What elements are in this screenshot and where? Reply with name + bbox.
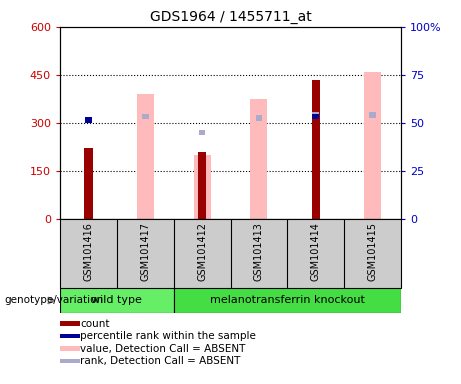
Bar [198, 152, 207, 219]
Text: percentile rank within the sample: percentile rank within the sample [80, 331, 256, 341]
Bar [60, 334, 80, 338]
Text: wild type: wild type [91, 295, 142, 306]
Bar [369, 112, 376, 118]
Bar [136, 94, 154, 219]
Bar [364, 72, 381, 219]
Text: GSM101413: GSM101413 [254, 222, 264, 281]
Bar [194, 155, 211, 219]
Text: GSM101416: GSM101416 [83, 222, 94, 281]
Bar [84, 149, 93, 219]
Bar [313, 114, 319, 119]
Title: GDS1964 / 1455711_at: GDS1964 / 1455711_at [150, 10, 311, 25]
Text: value, Detection Call = ABSENT: value, Detection Call = ABSENT [80, 344, 246, 354]
Text: melanotransferrin knockout: melanotransferrin knockout [210, 295, 365, 306]
Bar [250, 99, 267, 219]
Bar [255, 115, 262, 121]
Bar [142, 114, 148, 119]
Bar [60, 346, 80, 351]
Text: GSM101412: GSM101412 [197, 222, 207, 281]
Text: count: count [80, 319, 110, 329]
Text: genotype/variation: genotype/variation [5, 295, 104, 306]
Text: GSM101415: GSM101415 [367, 222, 378, 281]
Bar [174, 288, 401, 313]
Bar [60, 359, 80, 363]
Bar [312, 79, 320, 219]
Text: GSM101414: GSM101414 [311, 222, 321, 281]
Bar [60, 288, 174, 313]
Bar [313, 112, 319, 118]
Bar [60, 321, 80, 326]
Text: rank, Detection Call = ABSENT: rank, Detection Call = ABSENT [80, 356, 241, 366]
Text: GSM101417: GSM101417 [140, 222, 150, 281]
Bar [85, 117, 92, 122]
Bar [199, 130, 206, 136]
